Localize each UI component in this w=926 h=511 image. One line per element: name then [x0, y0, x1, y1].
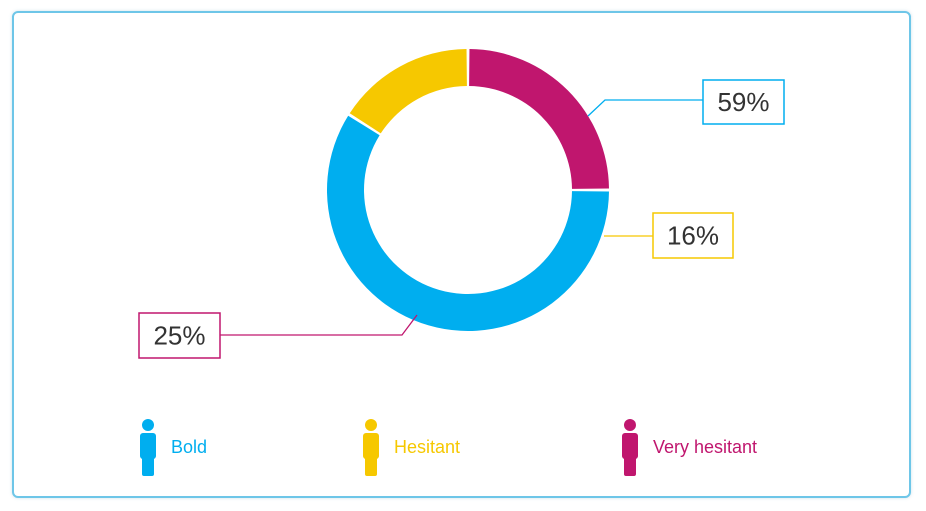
callout-labels: 59% 16% 25% — [138, 79, 785, 359]
callout-line — [587, 99, 703, 117]
callout-box — [138, 312, 221, 359]
data-label: 59% — [717, 87, 769, 117]
legend-item-hesitant: Hesitant — [360, 418, 460, 476]
callout-box — [652, 212, 734, 259]
legend-item-bold: Bold — [137, 418, 207, 476]
person-icon — [140, 419, 156, 476]
person-icon — [363, 419, 379, 476]
donut-slices — [326, 49, 609, 332]
legend-label-very-hesitant: Very hesitant — [653, 436, 758, 457]
callout-box — [702, 79, 785, 125]
person-icon — [622, 419, 638, 476]
donut-slice-bold — [326, 115, 609, 332]
legend-label-hesitant: Hesitant — [394, 436, 461, 457]
legend-item-very-hesitant: Very hesitant — [619, 418, 757, 476]
legend-label-bold: Bold — [171, 436, 208, 457]
callout-line — [219, 314, 418, 336]
donut-slice-hesitant — [349, 49, 467, 134]
data-label: 25% — [153, 321, 205, 351]
data-label: 16% — [667, 221, 719, 251]
donut-slice-very-hesitant — [469, 49, 609, 189]
